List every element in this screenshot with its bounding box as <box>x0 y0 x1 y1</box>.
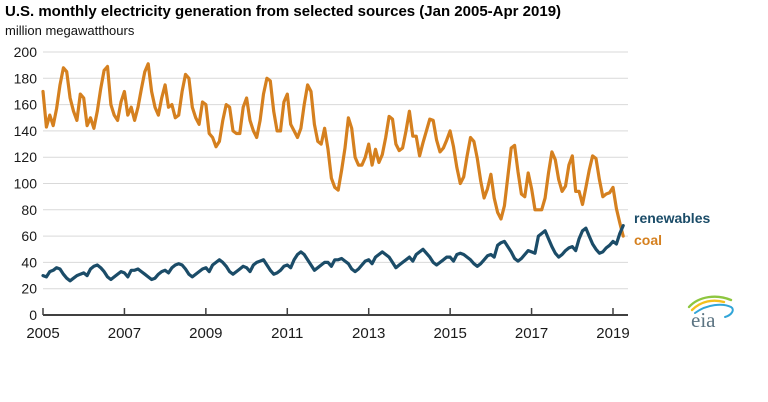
y-tick-label-200: 200 <box>14 44 38 60</box>
y-tick-label-0: 0 <box>29 307 37 323</box>
y-tick-label-140: 140 <box>14 123 38 139</box>
x-tick-label-2005: 2005 <box>26 325 59 342</box>
y-tick-label-160: 160 <box>14 97 38 113</box>
y-tick-label-180: 180 <box>14 70 38 86</box>
legend-renewables: renewables <box>634 210 711 226</box>
eia-logo: eia <box>687 295 734 332</box>
y-tick-label-20: 20 <box>21 281 37 297</box>
renewables-line <box>41 224 625 283</box>
x-tick-label-2019: 2019 <box>596 325 629 342</box>
y-tick-label-120: 120 <box>14 149 38 165</box>
eia-logo-yellow-swoosh <box>690 299 726 312</box>
y-tick-label-100: 100 <box>14 176 38 192</box>
eia-logo-green-swoosh <box>687 295 733 309</box>
eia-logo-blue-swoosh <box>694 303 734 318</box>
y-tick-label-80: 80 <box>21 202 37 218</box>
x-tick-label-2013: 2013 <box>352 325 385 342</box>
x-tick-label-2009: 2009 <box>189 325 222 342</box>
legend-coal: coal <box>634 232 663 248</box>
eia-logo-text: eia <box>691 308 716 332</box>
y-tick-label-60: 60 <box>21 228 37 244</box>
coal-line <box>41 62 625 238</box>
y-tick-label-40: 40 <box>21 254 37 270</box>
chart-units-subtitle: million megawatthours <box>5 23 135 38</box>
x-tick-label-2007: 2007 <box>108 325 141 342</box>
chart-title: U.S. monthly electricity generation from… <box>5 3 562 20</box>
x-tick-label-2015: 2015 <box>433 325 466 342</box>
x-tick-label-2017: 2017 <box>515 325 548 342</box>
x-tick-label-2011: 2011 <box>271 325 303 342</box>
